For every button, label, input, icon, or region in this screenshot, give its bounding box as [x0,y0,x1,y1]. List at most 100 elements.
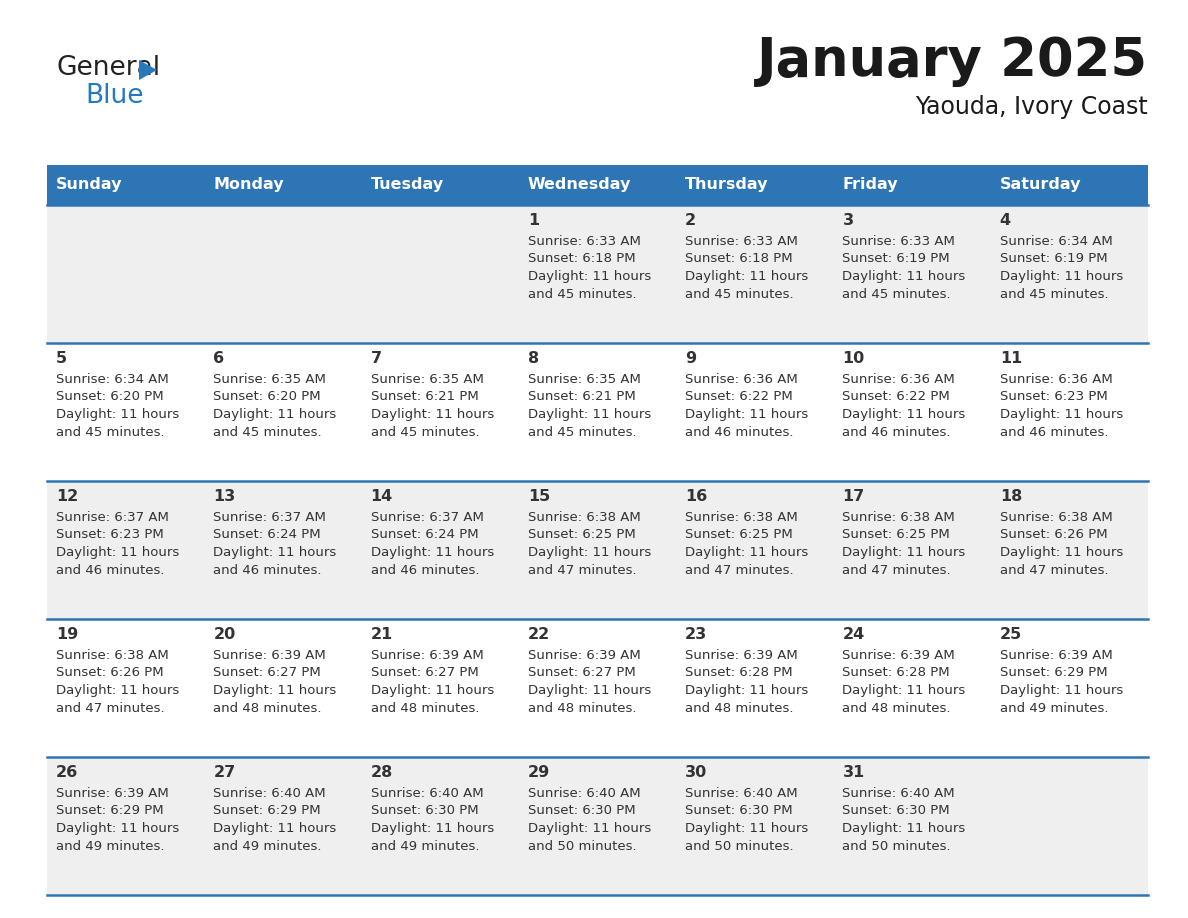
Text: and 45 minutes.: and 45 minutes. [842,287,952,300]
Text: Sunset: 6:23 PM: Sunset: 6:23 PM [56,529,164,542]
Bar [48,619,1148,757]
Text: 29: 29 [527,765,550,780]
Text: 2: 2 [685,213,696,228]
Text: Daylight: 11 hours: Daylight: 11 hours [685,822,808,835]
Text: 15: 15 [527,489,550,504]
Text: Daylight: 11 hours: Daylight: 11 hours [685,546,808,559]
Text: and 50 minutes.: and 50 minutes. [842,839,952,853]
Text: Sunrise: 6:40 AM: Sunrise: 6:40 AM [527,787,640,800]
Text: and 49 minutes.: and 49 minutes. [214,839,322,853]
Text: 19: 19 [56,627,78,642]
Text: 3: 3 [842,213,853,228]
Text: Sunrise: 6:38 AM: Sunrise: 6:38 AM [527,511,640,524]
Text: and 49 minutes.: and 49 minutes. [56,839,164,853]
Polygon shape [139,60,157,80]
Text: Sunset: 6:21 PM: Sunset: 6:21 PM [527,390,636,404]
Text: Sunrise: 6:33 AM: Sunrise: 6:33 AM [685,235,798,248]
Text: 27: 27 [214,765,235,780]
Text: and 46 minutes.: and 46 minutes. [371,564,479,577]
Text: Sunrise: 6:38 AM: Sunrise: 6:38 AM [1000,511,1112,524]
Text: 21: 21 [371,627,393,642]
Text: 4: 4 [1000,213,1011,228]
Text: 20: 20 [214,627,235,642]
Text: Sunset: 6:27 PM: Sunset: 6:27 PM [371,666,479,679]
Text: 22: 22 [527,627,550,642]
Text: Daylight: 11 hours: Daylight: 11 hours [527,270,651,283]
Text: Sunday: Sunday [56,177,122,193]
Text: Daylight: 11 hours: Daylight: 11 hours [371,684,494,697]
Text: and 49 minutes.: and 49 minutes. [1000,701,1108,714]
Text: Sunrise: 6:39 AM: Sunrise: 6:39 AM [842,649,955,662]
Text: 31: 31 [842,765,865,780]
Text: 28: 28 [371,765,393,780]
Text: Daylight: 11 hours: Daylight: 11 hours [685,684,808,697]
Text: Daylight: 11 hours: Daylight: 11 hours [527,408,651,421]
Text: Sunset: 6:26 PM: Sunset: 6:26 PM [1000,529,1107,542]
Text: Sunrise: 6:36 AM: Sunrise: 6:36 AM [685,373,798,386]
Text: Sunrise: 6:39 AM: Sunrise: 6:39 AM [1000,649,1112,662]
Text: and 46 minutes.: and 46 minutes. [685,426,794,439]
Text: Daylight: 11 hours: Daylight: 11 hours [214,684,336,697]
Text: and 46 minutes.: and 46 minutes. [214,564,322,577]
Text: 6: 6 [214,351,225,366]
Text: Daylight: 11 hours: Daylight: 11 hours [1000,408,1123,421]
Bar [48,205,1148,343]
Text: Sunset: 6:19 PM: Sunset: 6:19 PM [1000,252,1107,265]
Text: Sunset: 6:18 PM: Sunset: 6:18 PM [685,252,792,265]
Text: Sunset: 6:19 PM: Sunset: 6:19 PM [842,252,950,265]
Text: 11: 11 [1000,351,1022,366]
Text: and 48 minutes.: and 48 minutes. [842,701,950,714]
Text: and 45 minutes.: and 45 minutes. [214,426,322,439]
Text: and 46 minutes.: and 46 minutes. [56,564,164,577]
Text: Daylight: 11 hours: Daylight: 11 hours [685,408,808,421]
Text: Sunrise: 6:34 AM: Sunrise: 6:34 AM [1000,235,1112,248]
Text: Sunrise: 6:39 AM: Sunrise: 6:39 AM [214,649,326,662]
Text: Sunrise: 6:40 AM: Sunrise: 6:40 AM [685,787,798,800]
Text: Sunset: 6:30 PM: Sunset: 6:30 PM [527,804,636,818]
Text: and 47 minutes.: and 47 minutes. [842,564,952,577]
Text: Saturday: Saturday [1000,177,1081,193]
Text: and 46 minutes.: and 46 minutes. [1000,426,1108,439]
Text: Daylight: 11 hours: Daylight: 11 hours [842,408,966,421]
Text: Daylight: 11 hours: Daylight: 11 hours [371,408,494,421]
Text: Daylight: 11 hours: Daylight: 11 hours [685,270,808,283]
Text: Daylight: 11 hours: Daylight: 11 hours [842,546,966,559]
Text: Daylight: 11 hours: Daylight: 11 hours [842,270,966,283]
Text: Sunrise: 6:38 AM: Sunrise: 6:38 AM [56,649,169,662]
Text: 8: 8 [527,351,539,366]
Text: and 45 minutes.: and 45 minutes. [527,426,637,439]
Text: and 48 minutes.: and 48 minutes. [371,701,479,714]
Text: Sunrise: 6:33 AM: Sunrise: 6:33 AM [527,235,640,248]
Text: Sunset: 6:20 PM: Sunset: 6:20 PM [214,390,321,404]
Text: Daylight: 11 hours: Daylight: 11 hours [371,822,494,835]
Text: Sunset: 6:22 PM: Sunset: 6:22 PM [685,390,792,404]
Text: 12: 12 [56,489,78,504]
Text: Sunrise: 6:39 AM: Sunrise: 6:39 AM [371,649,484,662]
Text: Sunset: 6:29 PM: Sunset: 6:29 PM [1000,666,1107,679]
Text: General: General [57,55,162,81]
Text: Sunrise: 6:36 AM: Sunrise: 6:36 AM [1000,373,1112,386]
Text: Sunset: 6:30 PM: Sunset: 6:30 PM [685,804,792,818]
Text: Sunset: 6:26 PM: Sunset: 6:26 PM [56,666,164,679]
Text: Daylight: 11 hours: Daylight: 11 hours [214,822,336,835]
Bar [48,165,1148,205]
Text: Daylight: 11 hours: Daylight: 11 hours [371,546,494,559]
Text: Daylight: 11 hours: Daylight: 11 hours [1000,270,1123,283]
Bar [48,757,1148,895]
Text: Daylight: 11 hours: Daylight: 11 hours [214,408,336,421]
Text: and 45 minutes.: and 45 minutes. [685,287,794,300]
Text: Thursday: Thursday [685,177,769,193]
Text: 14: 14 [371,489,393,504]
Text: Sunset: 6:27 PM: Sunset: 6:27 PM [214,666,321,679]
Text: Sunset: 6:22 PM: Sunset: 6:22 PM [842,390,950,404]
Text: Sunrise: 6:37 AM: Sunrise: 6:37 AM [214,511,327,524]
Text: 17: 17 [842,489,865,504]
Text: Sunrise: 6:37 AM: Sunrise: 6:37 AM [56,511,169,524]
Text: Friday: Friday [842,177,898,193]
Text: and 47 minutes.: and 47 minutes. [527,564,637,577]
Text: Sunrise: 6:38 AM: Sunrise: 6:38 AM [685,511,798,524]
Text: Tuesday: Tuesday [371,177,443,193]
Text: and 48 minutes.: and 48 minutes. [685,701,794,714]
Text: and 45 minutes.: and 45 minutes. [56,426,165,439]
Text: Sunrise: 6:33 AM: Sunrise: 6:33 AM [842,235,955,248]
